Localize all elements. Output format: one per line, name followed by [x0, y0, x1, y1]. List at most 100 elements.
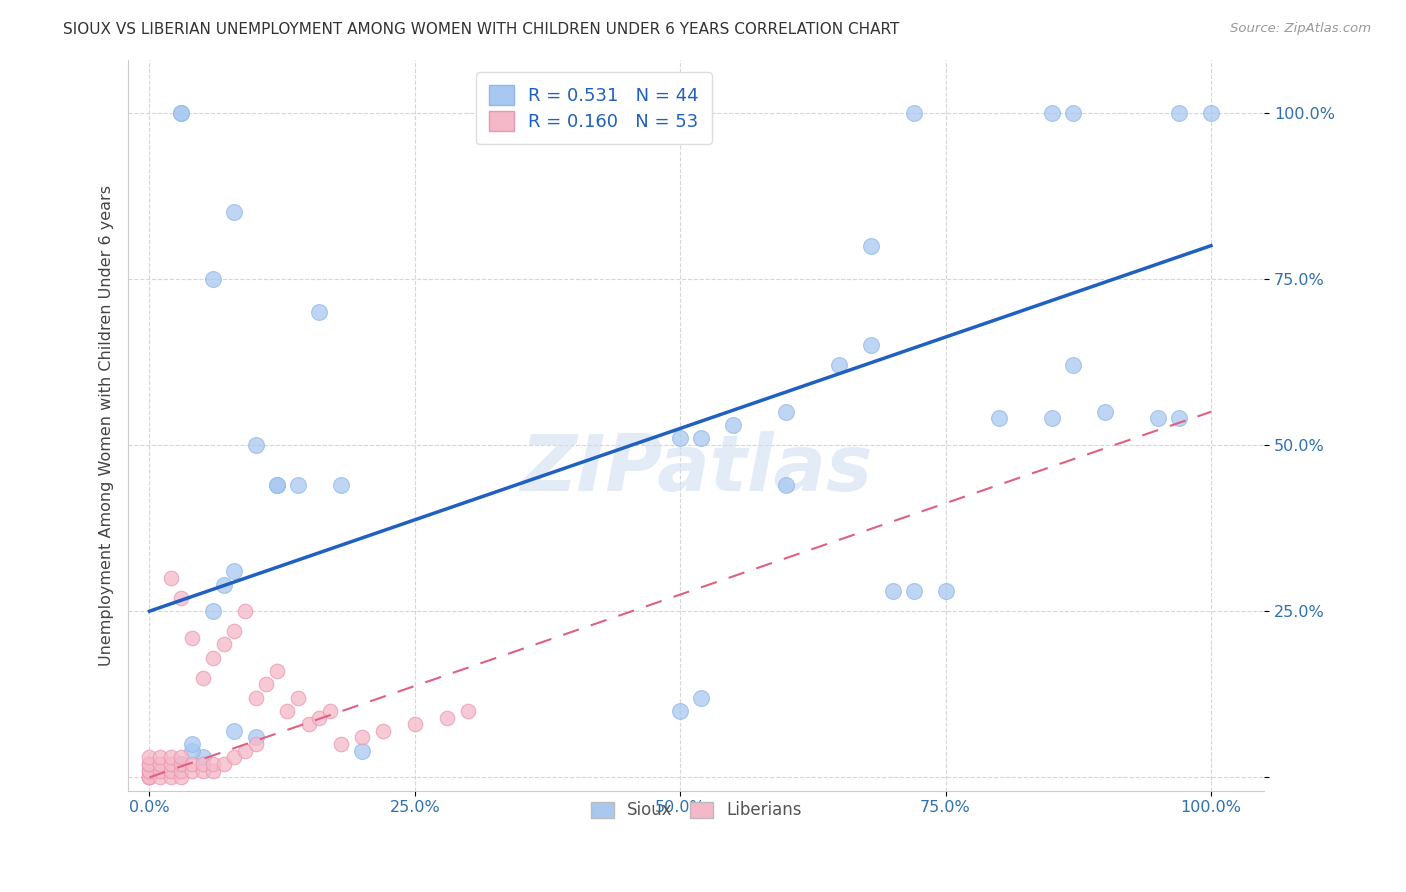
Point — [224, 750, 246, 764]
Point — [159, 757, 181, 772]
Point — [202, 604, 225, 618]
Point — [149, 770, 172, 784]
Point — [191, 671, 214, 685]
Point — [882, 584, 904, 599]
Point — [690, 431, 713, 445]
Text: ZIPatlas: ZIPatlas — [520, 431, 872, 507]
Point — [170, 757, 193, 772]
Point — [138, 764, 160, 778]
Point — [149, 757, 172, 772]
Point — [860, 338, 883, 352]
Point — [245, 690, 267, 705]
Point — [138, 770, 160, 784]
Point — [202, 757, 225, 772]
Point — [308, 710, 330, 724]
Point — [1168, 105, 1191, 120]
Point — [329, 737, 352, 751]
Point — [723, 418, 745, 433]
Point — [266, 478, 288, 492]
Point — [1199, 105, 1222, 120]
Point — [170, 105, 193, 120]
Point — [138, 764, 160, 778]
Point — [181, 764, 204, 778]
Point — [138, 757, 160, 772]
Point — [191, 757, 214, 772]
Point — [159, 571, 181, 585]
Point — [298, 717, 321, 731]
Point — [266, 664, 288, 678]
Point — [308, 305, 330, 319]
Point — [149, 750, 172, 764]
Point — [191, 764, 214, 778]
Point — [181, 744, 204, 758]
Point — [669, 704, 692, 718]
Point — [1040, 105, 1063, 120]
Point — [159, 750, 181, 764]
Point — [245, 438, 267, 452]
Point — [371, 723, 394, 738]
Point — [224, 205, 246, 219]
Point — [181, 757, 204, 772]
Point — [181, 631, 204, 645]
Point — [233, 604, 256, 618]
Point — [828, 359, 851, 373]
Point — [1040, 411, 1063, 425]
Point — [1062, 105, 1084, 120]
Point — [903, 105, 925, 120]
Point — [170, 764, 193, 778]
Point — [170, 750, 193, 764]
Point — [1094, 405, 1116, 419]
Point — [138, 750, 160, 764]
Point — [149, 764, 172, 778]
Point — [233, 744, 256, 758]
Point — [202, 650, 225, 665]
Point — [212, 757, 235, 772]
Point — [1147, 411, 1170, 425]
Point — [138, 770, 160, 784]
Point — [138, 770, 160, 784]
Point — [350, 744, 373, 758]
Point — [860, 238, 883, 252]
Point — [202, 764, 225, 778]
Point — [245, 737, 267, 751]
Point — [224, 723, 246, 738]
Legend: Sioux, Liberians: Sioux, Liberians — [583, 795, 808, 826]
Text: SIOUX VS LIBERIAN UNEMPLOYMENT AMONG WOMEN WITH CHILDREN UNDER 6 YEARS CORRELATI: SIOUX VS LIBERIAN UNEMPLOYMENT AMONG WOM… — [63, 22, 900, 37]
Point — [276, 704, 298, 718]
Point — [404, 717, 426, 731]
Point — [170, 591, 193, 605]
Point — [159, 764, 181, 778]
Point — [319, 704, 342, 718]
Point — [987, 411, 1010, 425]
Point — [138, 757, 160, 772]
Point — [329, 478, 352, 492]
Point — [1062, 359, 1084, 373]
Point — [1168, 411, 1191, 425]
Point — [436, 710, 458, 724]
Point — [350, 731, 373, 745]
Point — [159, 770, 181, 784]
Text: Source: ZipAtlas.com: Source: ZipAtlas.com — [1230, 22, 1371, 36]
Point — [212, 577, 235, 591]
Point — [935, 584, 957, 599]
Point — [191, 750, 214, 764]
Point — [457, 704, 479, 718]
Point — [775, 478, 797, 492]
Point — [170, 105, 193, 120]
Point — [287, 478, 309, 492]
Point — [170, 757, 193, 772]
Point — [690, 690, 713, 705]
Point — [287, 690, 309, 705]
Point — [903, 584, 925, 599]
Y-axis label: Unemployment Among Women with Children Under 6 years: Unemployment Among Women with Children U… — [100, 185, 114, 665]
Point — [224, 624, 246, 639]
Point — [170, 770, 193, 784]
Point — [202, 272, 225, 286]
Point — [254, 677, 277, 691]
Point — [212, 637, 235, 651]
Point — [775, 405, 797, 419]
Point — [224, 564, 246, 578]
Point — [181, 737, 204, 751]
Point — [669, 431, 692, 445]
Point — [245, 731, 267, 745]
